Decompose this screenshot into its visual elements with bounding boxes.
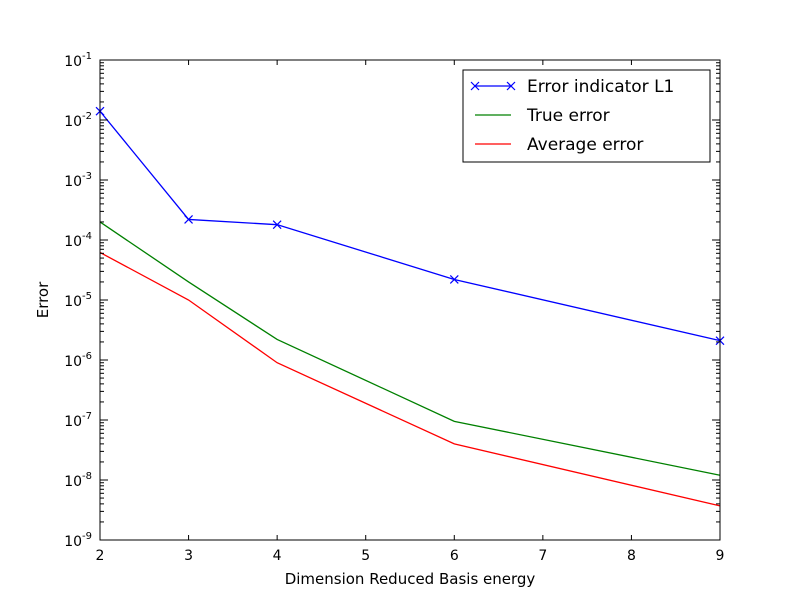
y-tick-label: 10-2 [64,111,92,130]
y-tick-label: 10-7 [64,411,92,430]
legend: Error indicator L1 True error Average erro… [462,69,711,163]
legend-entry-2: Average error [475,135,643,155]
series-line-2 [99,251,721,507]
x-tick-label: 5 [361,548,370,564]
x-tick-label: 6 [450,548,459,564]
data-point-marker [449,275,459,284]
x-axis-label: Dimension Reduced Basis energy [285,570,536,588]
data-point-marker [184,215,193,224]
legend-label: Error indicator L1 [527,77,674,97]
y-tick-label: 10-1 [64,51,92,70]
legend-box [462,69,711,163]
legend-label: Average error [527,135,643,155]
y-tick-label: 10-4 [64,231,92,250]
y-tick-label: 10-9 [64,531,92,550]
legend-entry-0: Error indicator L1 [470,77,674,97]
x-tick-label: 2 [96,548,105,564]
y-axis-ticks: 10-1 10-2 10-3 10-4 10-5 10-6 10-7 10-8 10-9 [64,51,720,550]
y-tick-label: 10-6 [64,351,92,370]
x-axis-ticks: 2 3 4 5 6 7 8 9 [96,60,725,564]
legend-entry-1: True error [475,106,610,126]
y-tick-label: 10-8 [64,471,92,490]
legend-label: True error [526,106,610,126]
legend-items: Error indicator L1 True error Average erro… [470,77,674,155]
y-tick-label: 10-3 [64,171,92,190]
data-point-marker [272,220,282,230]
x-tick-label: 4 [273,548,282,564]
series-line-1 [99,221,721,476]
y-axis-label: Error [34,281,52,318]
y-tick-label: 10-5 [64,291,92,310]
x-tick-label: 7 [538,548,547,564]
x-tick-label: 3 [184,548,193,564]
x-tick-label: 9 [716,548,725,564]
x-tick-label: 8 [627,548,636,564]
